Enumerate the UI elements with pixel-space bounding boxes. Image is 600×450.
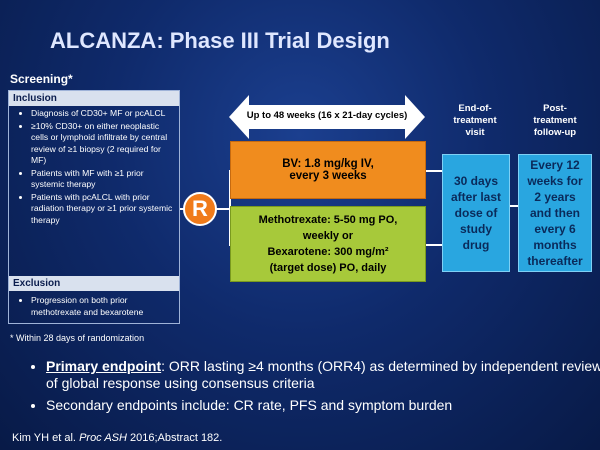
citation-journal: Proc ASH bbox=[79, 432, 127, 444]
bv-arm-line: every 3 weeks bbox=[289, 170, 367, 182]
inclusion-header: Inclusion bbox=[9, 91, 179, 106]
box-line: thereafter bbox=[527, 254, 583, 268]
control-arm-line: Methotrexate: 5-50 mg PO, bbox=[258, 214, 398, 226]
heading-line: visit bbox=[465, 127, 485, 138]
control-arm-line: Bexarotene: 300 mg/m² bbox=[267, 246, 389, 258]
duration-arrow-icon bbox=[229, 95, 425, 139]
inclusion-item: ≥10% CD30+ on either neoplastic cells or… bbox=[31, 121, 175, 167]
box-line: 30 days bbox=[453, 174, 499, 188]
box-line: drug bbox=[462, 238, 490, 252]
page-title: ALCANZA: Phase III Trial Design bbox=[50, 28, 390, 53]
post-treatment-box: Every 12 weeks for 2 years and then ever… bbox=[518, 154, 592, 272]
heading-line: follow-up bbox=[533, 127, 577, 138]
bv-arm-box: BV: 1.8 mg/kg IV, every 3 weeks bbox=[230, 141, 426, 199]
heading-line: treatment bbox=[533, 115, 577, 126]
randomization-icon: R bbox=[183, 192, 217, 226]
citation-authors: Kim YH et al. bbox=[12, 432, 76, 444]
box-line: dose of bbox=[454, 206, 498, 220]
heading-line: Post- bbox=[543, 103, 567, 114]
inclusion-item: Diagnosis of CD30+ MF or pcALCL bbox=[31, 108, 175, 120]
control-arm-line: (target dose) PO, daily bbox=[269, 262, 387, 274]
box-line: study bbox=[459, 222, 492, 236]
bv-arm-line: BV: 1.8 mg/kg IV, bbox=[282, 158, 374, 170]
end-of-treatment-heading: End-of- treatment visit bbox=[440, 103, 510, 139]
screening-footnote: * Within 28 days of randomization bbox=[10, 333, 145, 343]
duration-label: Up to 48 weeks (16 x 21-day cycles) bbox=[246, 110, 408, 121]
citation-rest: 2016;Abstract 182. bbox=[126, 432, 223, 444]
screening-label: Screening* bbox=[10, 72, 73, 86]
heading-line: treatment bbox=[453, 115, 497, 126]
primary-endpoint-text: : ORR lasting ≥4 months (ORR4) as determ… bbox=[46, 358, 600, 391]
box-line: Every 12 bbox=[530, 158, 580, 172]
control-arm-line: weekly or bbox=[302, 230, 354, 242]
box-line: months bbox=[533, 238, 577, 252]
box-line: weeks for bbox=[527, 174, 583, 188]
connector-line bbox=[216, 208, 230, 210]
criteria-box: Inclusion Diagnosis of CD30+ MF or pcALC… bbox=[8, 90, 180, 324]
connector-line bbox=[426, 244, 442, 246]
box-line: 2 years bbox=[534, 190, 576, 204]
box-line: every 6 bbox=[534, 222, 576, 236]
box-line: and then bbox=[530, 206, 580, 220]
primary-endpoint-label: Primary endpoint bbox=[46, 358, 162, 374]
exclusion-item: Progression on both prior methotrexate a… bbox=[31, 295, 175, 318]
exclusion-list: Progression on both prior methotrexate a… bbox=[9, 295, 179, 319]
citation: Kim YH et al. Proc ASH 2016;Abstract 182… bbox=[12, 432, 222, 444]
inclusion-list: Diagnosis of CD30+ MF or pcALCL ≥10% CD3… bbox=[9, 108, 179, 227]
box-line: after last bbox=[450, 190, 502, 204]
post-treatment-heading: Post- treatment follow-up bbox=[518, 103, 592, 139]
heading-line: End-of- bbox=[458, 103, 492, 114]
end-of-treatment-box: 30 days after last dose of study drug bbox=[442, 154, 510, 272]
connector-line bbox=[510, 205, 518, 207]
exclusion-header: Exclusion bbox=[9, 276, 179, 291]
endpoints-list: Primary endpoint: ORR lasting ≥4 months … bbox=[28, 358, 600, 419]
primary-endpoint: Primary endpoint: ORR lasting ≥4 months … bbox=[46, 358, 600, 392]
connector-line bbox=[180, 208, 184, 210]
inclusion-item: Patients with pcALCL with prior radiatio… bbox=[31, 192, 175, 227]
inclusion-item: Patients with MF with ≥1 prior systemic … bbox=[31, 168, 175, 191]
control-arm-box: Methotrexate: 5-50 mg PO, weekly or Bexa… bbox=[230, 206, 426, 282]
secondary-endpoint: Secondary endpoints include: CR rate, PF… bbox=[46, 397, 600, 414]
connector-line bbox=[426, 170, 442, 172]
